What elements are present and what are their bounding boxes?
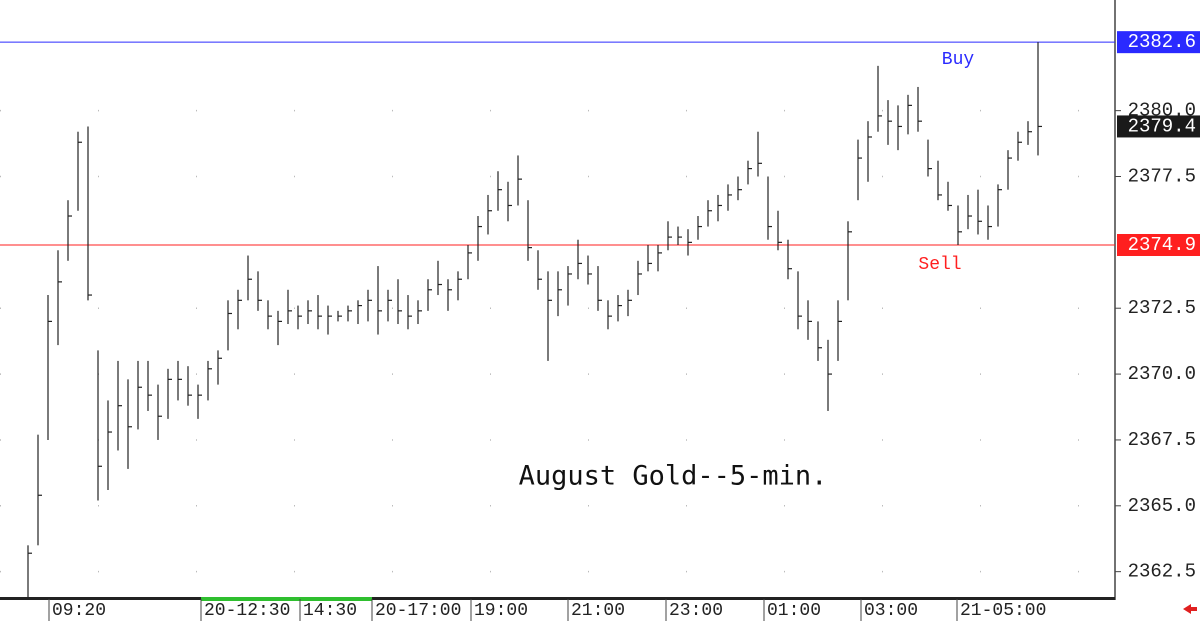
last-price-label: 2379.4 — [1128, 115, 1196, 137]
level-annotation: Sell — [918, 255, 961, 275]
x-tick-label: 21:00 — [571, 601, 625, 621]
x-tick-label: 21-05:00 — [960, 601, 1046, 621]
y-tick-label: 2372.5 — [1128, 297, 1196, 319]
x-tick-label: 23:00 — [669, 601, 723, 621]
session-highlight — [201, 597, 372, 601]
scroll-arrow[interactable] — [1183, 604, 1197, 614]
x-tick-label: 19:00 — [474, 601, 528, 621]
level-annotation: Buy — [942, 50, 975, 70]
y-tick-label: 2367.5 — [1128, 429, 1196, 451]
x-tick-label: 20-12:30 — [204, 601, 290, 621]
level-box — [1117, 31, 1200, 54]
level-price-label: 2382.6 — [1128, 31, 1196, 53]
x-tick-label: 20-17:00 — [375, 601, 461, 621]
y-tick-label: 2377.5 — [1128, 166, 1196, 188]
last-price-box — [1117, 115, 1200, 138]
y-tick-label: 2370.0 — [1128, 363, 1196, 385]
y-tick-label: 2365.0 — [1128, 495, 1196, 517]
x-tick-label: 01:00 — [767, 601, 821, 621]
level-box — [1117, 233, 1200, 256]
x-tick-label: 03:00 — [864, 601, 918, 621]
level-price-label: 2374.9 — [1128, 234, 1196, 256]
y-tick-label: 2362.5 — [1128, 561, 1196, 583]
x-tick-label: 09:20 — [52, 601, 106, 621]
chart-title: August Gold--5-min. — [519, 461, 828, 492]
x-tick-label: 14:30 — [303, 601, 357, 621]
